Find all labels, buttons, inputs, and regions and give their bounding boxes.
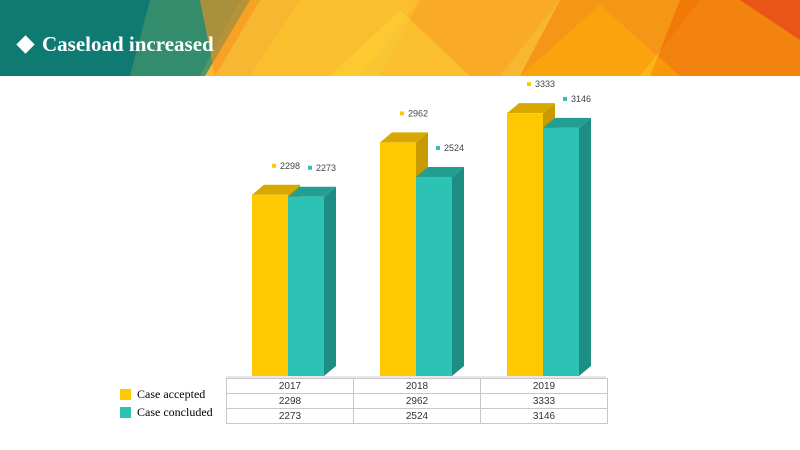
legend-item-concluded: Case concluded [120, 405, 213, 420]
bar-front-face [416, 176, 452, 376]
data-table-header-cell: 2018 [353, 378, 481, 394]
data-table-row-accepted: 2298 2962 3333 [226, 393, 608, 409]
bar-concluded-2018 [416, 166, 464, 376]
data-table-row-concluded: 2273 2524 3146 [226, 408, 608, 424]
data-table-header-cell: 2019 [480, 378, 608, 394]
bar-side-face [579, 117, 591, 376]
bar-top-face [543, 117, 591, 128]
data-table-cell: 2962 [353, 393, 481, 409]
bar-top-face [416, 166, 464, 177]
bar-front-face [252, 194, 288, 376]
data-table-cell: 3146 [480, 408, 608, 424]
bar-side-face [324, 186, 336, 376]
value-label-marker-concluded [308, 165, 312, 170]
bar-front-face [507, 113, 543, 377]
bar-concluded-2019 [543, 117, 591, 376]
slide-title: Caseload increased [42, 32, 214, 56]
bar-front-face [380, 142, 416, 376]
bar-concluded-2017 [288, 186, 336, 376]
data-table-header-row: 2017 2018 2019 [226, 378, 608, 394]
value-label-accepted: 2962 [408, 108, 428, 118]
value-label-concluded: 3146 [571, 94, 591, 104]
legend-swatch-concluded [120, 407, 131, 418]
banner-background [0, 0, 800, 76]
data-table-cell: 2298 [226, 393, 354, 409]
data-table: 2017 2018 2019 2298 2962 3333 2273 2524 … [226, 378, 608, 424]
bar-top-face [252, 184, 300, 195]
legend-label-concluded: Case concluded [137, 405, 213, 419]
value-label-concluded: 2524 [444, 143, 464, 153]
title-group: Caseload increased [16, 30, 214, 58]
value-label-marker-accepted [400, 111, 404, 116]
value-label-marker-concluded [563, 96, 567, 101]
title-banner: Caseload increased [0, 0, 800, 76]
value-label-accepted: 2298 [280, 161, 300, 171]
data-table-cell: 2524 [353, 408, 481, 424]
value-label-marker-accepted [272, 163, 276, 168]
legend-label-accepted: Case accepted [137, 387, 206, 401]
legend-item-accepted: Case accepted [120, 387, 205, 402]
value-label-marker-concluded [436, 145, 440, 150]
legend-swatch-accepted [120, 389, 131, 400]
value-label-concluded: 2273 [316, 163, 336, 173]
bar-top-face [380, 132, 428, 143]
bar-top-face [288, 186, 336, 197]
data-table-header-cell: 2017 [226, 378, 354, 394]
bar-front-face [288, 196, 324, 376]
data-table-cell: 2273 [226, 408, 354, 424]
value-label-marker-accepted [527, 82, 531, 87]
value-label-accepted: 3333 [535, 79, 555, 89]
bar-top-face [507, 103, 555, 114]
bar-side-face [452, 166, 464, 376]
data-table-cell: 3333 [480, 393, 608, 409]
bar-front-face [543, 127, 579, 376]
